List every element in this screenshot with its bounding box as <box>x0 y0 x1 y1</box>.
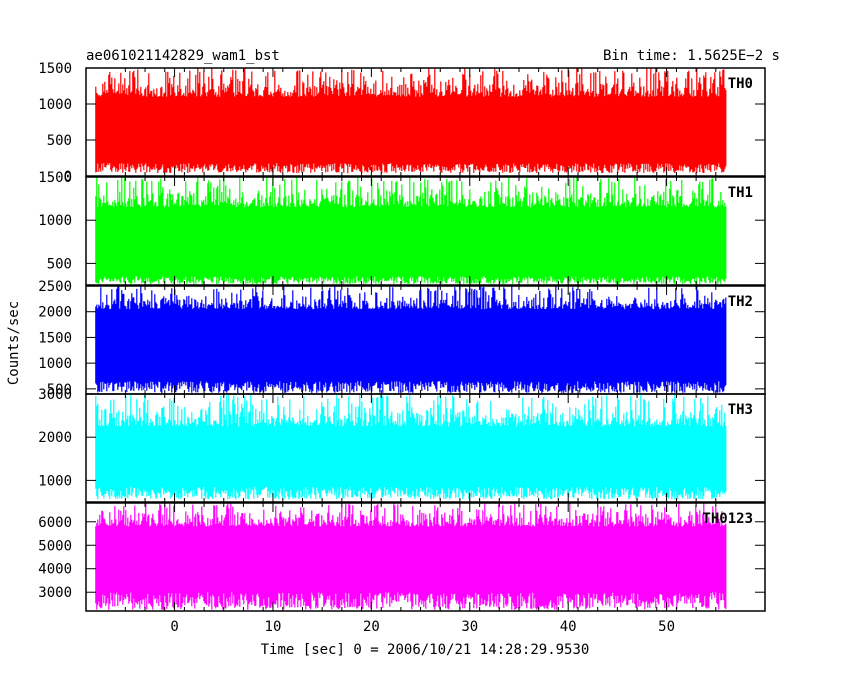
x-tick-label: 50 <box>658 619 675 635</box>
panel-frame <box>85 67 766 177</box>
x-tick-label: 0 <box>170 619 178 635</box>
y-tick-label: 2000 <box>38 430 72 446</box>
y-tick-label: 1500 <box>38 170 72 186</box>
y-tick-label: 5000 <box>38 538 72 554</box>
y-tick-label: 500 <box>47 256 72 272</box>
y-tick-label: 1000 <box>38 356 72 372</box>
y-tick-label: 1000 <box>38 97 72 113</box>
x-tick-label: 20 <box>363 619 380 635</box>
panel-th0123: 6000 5000 4000 3000 TH0123 <box>38 502 766 612</box>
bin-time-label: Bin time: 1.5625E−2 s <box>603 48 780 64</box>
y-tick-label: 1000 <box>38 213 72 229</box>
y-tick-label: 1500 <box>38 61 72 77</box>
x-tick-label: 40 <box>560 619 577 635</box>
panel-label: TH2 <box>728 294 753 310</box>
series-th0 <box>95 68 727 174</box>
y-axis-label: Counts/sec <box>6 301 22 385</box>
series-th3 <box>95 394 727 500</box>
series-th0123 <box>95 503 727 610</box>
panel-th3: 3000 2000 1000 TH3 <box>38 387 766 503</box>
panel-th1: 1500 1000 500 TH1 <box>38 170 766 286</box>
y-tick-label: 6000 <box>38 515 72 531</box>
panel-frame <box>85 393 766 503</box>
y-tick-label: 3000 <box>38 387 72 403</box>
y-tick-label: 1000 <box>38 473 72 489</box>
panel-label: TH0123 <box>702 511 753 527</box>
y-tick-label: 2500 <box>38 279 72 295</box>
panel-frame <box>85 502 766 612</box>
y-tick-label: 4000 <box>38 562 72 578</box>
plot-title: ae061021142829_wam1_bst <box>86 48 280 64</box>
y-tick-label: 500 <box>47 133 72 149</box>
series-th2 <box>95 286 727 393</box>
panel-th2: 2500 2000 1500 1000 500 TH2 <box>38 279 766 398</box>
y-tick-label: 3000 <box>38 585 72 601</box>
panel-label: TH3 <box>728 402 753 418</box>
y-tick-label: 2000 <box>38 305 72 321</box>
x-tick-label: 10 <box>265 619 282 635</box>
panel-label: TH1 <box>728 185 753 201</box>
series-th1 <box>95 177 727 285</box>
panel-th0: 1500 1000 500 0 TH0 <box>38 61 766 185</box>
panel-label: TH0 <box>728 76 753 92</box>
x-axis-label: Time [sec] 0 = 2006/10/21 14:28:29.9530 <box>261 642 590 658</box>
x-tick-label: 30 <box>461 619 478 635</box>
panels-group: 150010005000TH015001000500TH125002000150… <box>38 61 766 635</box>
panel-frame <box>85 176 766 286</box>
y-tick-label: 0 <box>64 169 72 185</box>
y-tick-label: 1500 <box>38 330 72 346</box>
y-tick-label: 500 <box>47 382 72 398</box>
